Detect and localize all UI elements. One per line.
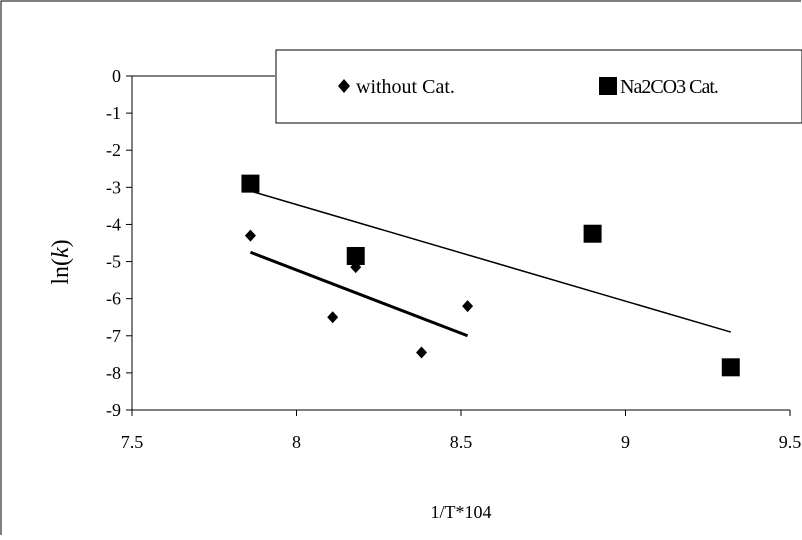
y-tick-label: -6 <box>106 289 121 309</box>
x-tick-label: 9.5 <box>779 432 802 452</box>
y-tick-label: -1 <box>106 103 121 123</box>
x-ticks: 7.5 8 8.5 9 9.5 <box>121 410 802 452</box>
y-ticks: 0 -1 -2 -3 -4 -5 -6 -7 -8 -9 <box>106 66 132 420</box>
y-tick-label: -5 <box>106 252 121 272</box>
y-tick-label: -9 <box>106 400 121 420</box>
point-diamond <box>462 300 474 313</box>
x-tick-label: 7.5 <box>121 432 144 452</box>
y-tick-label: -2 <box>106 140 121 160</box>
y-tick-label: -3 <box>106 177 121 197</box>
legend-label-without-cat: without Cat. <box>356 76 455 98</box>
point-square <box>241 174 260 193</box>
trendlines <box>249 190 731 338</box>
y-tick-label: -8 <box>106 363 121 383</box>
x-tick-label: 8 <box>292 432 301 452</box>
point-diamond <box>327 311 339 324</box>
point-diamond <box>244 229 256 242</box>
trendline-series-0 <box>249 250 469 338</box>
point-diamond <box>416 346 428 359</box>
legend: without Cat. Na2CO3 Cat. <box>275 49 802 124</box>
point-square <box>583 224 602 243</box>
y-tick-label: -7 <box>106 326 121 346</box>
data-markers <box>241 174 740 377</box>
legend-box <box>275 49 802 124</box>
point-square <box>721 358 740 377</box>
y-axis-label: ln(k) <box>48 239 74 284</box>
legend-marker-na2co3 <box>599 77 617 95</box>
legend-marker-without-cat <box>338 79 350 93</box>
x-axis-label: 1/T*104 <box>431 502 492 522</box>
point-square <box>346 246 365 265</box>
trendline-series-1 <box>250 190 731 333</box>
y-tick-label: 0 <box>112 66 121 86</box>
legend-label-na2co3: Na2CO3 Cat. <box>620 76 718 98</box>
x-tick-label: 9 <box>621 432 630 452</box>
x-tick-label: 8.5 <box>450 432 473 452</box>
y-tick-label: -4 <box>106 214 121 234</box>
